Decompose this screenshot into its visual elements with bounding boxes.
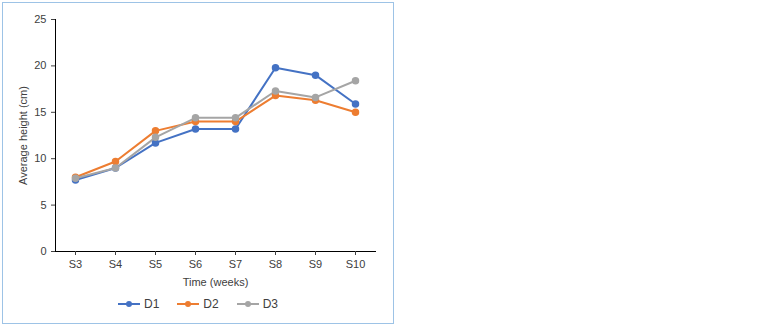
html-text:D3: D3 (262, 297, 278, 311)
svg-text:0: 0 (40, 245, 46, 257)
svg-text:S10: S10 (346, 258, 366, 270)
svg-text:5: 5 (40, 199, 46, 211)
svg-text:25: 25 (34, 13, 46, 25)
svg-text:S7: S7 (229, 258, 242, 270)
html-text:D1: D1 (144, 297, 160, 311)
svg-text:S5: S5 (149, 258, 162, 270)
svg-text:S6: S6 (189, 258, 202, 270)
svg-text:S8: S8 (269, 258, 282, 270)
svg-text:Time (weeks): Time (weeks) (183, 276, 249, 288)
svg-text:S4: S4 (109, 258, 122, 270)
svg-text:15: 15 (34, 106, 46, 118)
html-text:D2: D2 (203, 297, 219, 311)
svg-text:S3: S3 (69, 258, 82, 270)
svg-text:Average height (cm): Average height (cm) (17, 86, 29, 185)
svg-text:20: 20 (34, 59, 46, 71)
svg-text:S9: S9 (309, 258, 322, 270)
svg-text:10: 10 (34, 152, 46, 164)
